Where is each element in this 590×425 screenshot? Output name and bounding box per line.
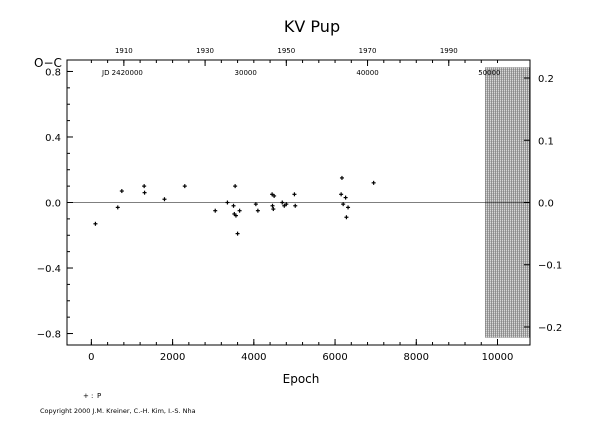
jd-label: JD 2420000 [101, 69, 143, 77]
x-tick-label-1: 2000 [160, 352, 185, 363]
data-point-20 [272, 193, 277, 198]
data-point-7 [213, 208, 218, 213]
data-point-22 [282, 203, 287, 208]
data-point-17 [270, 192, 275, 197]
right-tick-label-3: 0.1 [538, 136, 554, 147]
data-point-19 [271, 207, 276, 212]
data-point-0 [93, 221, 98, 226]
jd-tick-label-2: 50000 [478, 69, 500, 77]
data-point-9 [231, 203, 236, 208]
right-tick-label-0: −0.2 [538, 323, 562, 334]
top-year-label-3: 1970 [359, 47, 377, 55]
data-point-18 [270, 203, 275, 208]
data-point-8 [225, 200, 230, 205]
x-tick-label-5: 10000 [482, 352, 514, 363]
x-tick-label-0: 0 [88, 352, 94, 363]
jd-tick-label-1: 40000 [356, 69, 378, 77]
copyright-text: Copyright 2000 J.M. Kreiner, C.-H. Kim, … [40, 407, 196, 415]
legend-label: P [97, 392, 101, 400]
x-tick-label-2: 4000 [241, 352, 266, 363]
data-point-16 [255, 208, 260, 213]
right-tick-label-1: −0.1 [538, 261, 562, 272]
y-tick-label-2: 0.0 [45, 199, 61, 210]
data-point-27 [339, 175, 344, 180]
data-point-6 [182, 184, 187, 189]
data-point-5 [162, 197, 167, 202]
right-tick-label-2: 0.0 [538, 199, 554, 210]
y-tick-label-3: 0.4 [45, 133, 61, 144]
y-tick-label-0: −0.8 [37, 330, 61, 341]
data-point-1 [115, 205, 120, 210]
jd-tick-label-0: 30000 [235, 69, 257, 77]
data-point-15 [253, 202, 258, 207]
data-point-3 [142, 184, 147, 189]
data-point-28 [341, 202, 346, 207]
y-axis-label: O−C [34, 56, 62, 70]
data-point-12 [233, 213, 238, 218]
data-point-30 [344, 215, 349, 220]
y-tick-label-4: 0.8 [45, 67, 61, 78]
x-tick-label-4: 8000 [404, 352, 429, 363]
data-point-25 [293, 203, 298, 208]
data-point-23 [284, 202, 289, 207]
data-point-32 [371, 180, 376, 185]
legend-label-prefix: : [91, 392, 93, 400]
data-point-14 [237, 208, 242, 213]
top-year-label-1: 1930 [196, 47, 214, 55]
top-year-label-4: 1990 [440, 47, 458, 55]
data-point-29 [343, 195, 348, 200]
top-year-label-2: 1950 [277, 47, 295, 55]
chart-title: KV Pup [284, 17, 340, 36]
x-tick-label-3: 6000 [322, 352, 347, 363]
y-tick-label-1: −0.4 [37, 264, 61, 275]
legend: + : P [83, 392, 101, 400]
data-point-26 [339, 192, 344, 197]
legend-symbol: + [83, 392, 89, 400]
data-point-21 [280, 200, 285, 205]
data-point-31 [346, 205, 351, 210]
data-point-11 [233, 184, 238, 189]
x-axis-label: Epoch [283, 372, 320, 386]
data-point-24 [292, 192, 297, 197]
right-tick-label-4: 0.2 [538, 74, 554, 85]
data-point-4 [142, 190, 147, 195]
top-year-label-0: 1910 [115, 47, 133, 55]
data-point-13 [235, 231, 240, 236]
data-point-2 [119, 189, 124, 194]
